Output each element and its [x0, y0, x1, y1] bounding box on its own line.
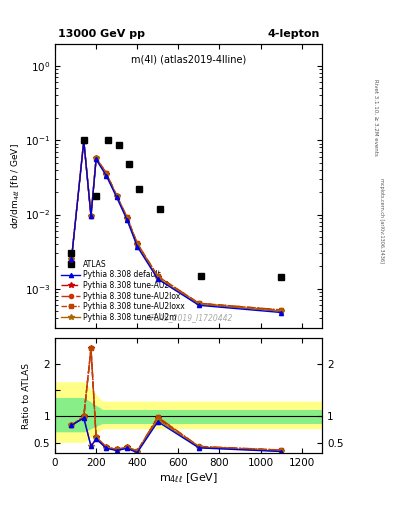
Pythia 8.308 tune-AU2 — [81, 137, 86, 143]
Text: 13000 GeV pp: 13000 GeV pp — [58, 29, 145, 39]
Pythia 8.308 default — [104, 173, 109, 179]
Text: m(4l) (atlas2019-4lline): m(4l) (atlas2019-4lline) — [131, 55, 246, 65]
Line: Pythia 8.308 tune-AU2loxx: Pythia 8.308 tune-AU2loxx — [70, 138, 283, 312]
Pythia 8.308 tune-AU2lox — [89, 213, 94, 219]
Text: mcplots.cern.ch [arXiv:1306.3436]: mcplots.cern.ch [arXiv:1306.3436] — [379, 178, 384, 263]
Pythia 8.308 tune-AU2loxx — [196, 300, 201, 306]
Pythia 8.308 tune-AU2 — [89, 213, 94, 219]
Y-axis label: Ratio to ATLAS: Ratio to ATLAS — [22, 362, 31, 429]
ATLAS — [69, 250, 74, 257]
ATLAS — [158, 205, 162, 211]
Pythia 8.308 default — [89, 213, 94, 219]
ATLAS — [106, 137, 111, 143]
X-axis label: m$_{4\ell\ell}$ [GeV]: m$_{4\ell\ell}$ [GeV] — [159, 471, 218, 484]
Line: Pythia 8.308 default: Pythia 8.308 default — [70, 139, 283, 314]
Text: ATLAS_2019_I1720442: ATLAS_2019_I1720442 — [145, 313, 232, 322]
Pythia 8.308 tune-AU2m — [81, 138, 86, 144]
ATLAS — [198, 273, 203, 279]
Pythia 8.308 tune-AU2lox — [279, 307, 283, 313]
Pythia 8.308 tune-AU2loxx — [279, 307, 283, 313]
ATLAS — [137, 186, 141, 192]
Y-axis label: d$\sigma$/dm$_{4\ell\ell}$ [fb / GeV]: d$\sigma$/dm$_{4\ell\ell}$ [fb / GeV] — [9, 143, 22, 228]
Pythia 8.308 tune-AU2 — [94, 155, 99, 161]
Pythia 8.308 tune-AU2lox — [94, 155, 99, 161]
Pythia 8.308 tune-AU2m — [156, 275, 160, 281]
Pythia 8.308 tune-AU2 — [196, 301, 201, 307]
Pythia 8.308 tune-AU2loxx — [114, 193, 119, 199]
Pythia 8.308 tune-AU2m — [69, 256, 74, 262]
Pythia 8.308 tune-AU2lox — [125, 214, 129, 220]
Pythia 8.308 tune-AU2lox — [114, 193, 119, 199]
Pythia 8.308 tune-AU2 — [69, 256, 74, 262]
Pythia 8.308 default — [69, 256, 74, 262]
Line: ATLAS: ATLAS — [68, 137, 284, 280]
Pythia 8.308 tune-AU2m — [279, 308, 283, 314]
Pythia 8.308 tune-AU2loxx — [89, 213, 94, 219]
Pythia 8.308 tune-AU2loxx — [81, 137, 86, 143]
Pythia 8.308 tune-AU2 — [279, 308, 283, 314]
Pythia 8.308 tune-AU2m — [125, 216, 129, 222]
Pythia 8.308 tune-AU2lox — [69, 256, 74, 262]
Pythia 8.308 tune-AU2 — [156, 274, 160, 280]
Pythia 8.308 tune-AU2lox — [135, 240, 140, 246]
Pythia 8.308 default — [196, 302, 201, 308]
Pythia 8.308 default — [279, 309, 283, 315]
Line: Pythia 8.308 tune-AU2m: Pythia 8.308 tune-AU2m — [69, 138, 284, 314]
ATLAS — [94, 193, 99, 199]
Pythia 8.308 tune-AU2lox — [81, 137, 86, 143]
Pythia 8.308 tune-AU2 — [114, 193, 119, 199]
Line: Pythia 8.308 tune-AU2: Pythia 8.308 tune-AU2 — [69, 137, 284, 313]
Pythia 8.308 default — [125, 217, 129, 223]
Pythia 8.308 tune-AU2loxx — [125, 214, 129, 220]
Pythia 8.308 tune-AU2m — [89, 213, 94, 219]
Legend: ATLAS, Pythia 8.308 default, Pythia 8.308 tune-AU2, Pythia 8.308 tune-AU2lox, Py: ATLAS, Pythia 8.308 default, Pythia 8.30… — [59, 258, 187, 324]
Text: Rivet 3.1.10, ≥ 3.2M events: Rivet 3.1.10, ≥ 3.2M events — [373, 79, 378, 156]
Pythia 8.308 default — [156, 276, 160, 282]
Pythia 8.308 tune-AU2m — [135, 242, 140, 248]
Pythia 8.308 tune-AU2 — [135, 241, 140, 247]
Pythia 8.308 tune-AU2loxx — [104, 170, 109, 176]
Text: 4-lepton: 4-lepton — [267, 29, 320, 39]
Pythia 8.308 tune-AU2loxx — [94, 155, 99, 161]
Pythia 8.308 tune-AU2loxx — [156, 273, 160, 279]
Pythia 8.308 tune-AU2lox — [196, 300, 201, 306]
ATLAS — [127, 161, 131, 167]
Pythia 8.308 tune-AU2 — [125, 215, 129, 221]
Pythia 8.308 tune-AU2m — [114, 194, 119, 200]
Pythia 8.308 default — [81, 138, 86, 144]
Pythia 8.308 tune-AU2 — [104, 171, 109, 177]
Pythia 8.308 tune-AU2m — [104, 172, 109, 178]
Pythia 8.308 default — [135, 244, 140, 250]
ATLAS — [81, 137, 86, 143]
Pythia 8.308 default — [114, 195, 119, 201]
Line: Pythia 8.308 tune-AU2lox: Pythia 8.308 tune-AU2lox — [70, 138, 283, 312]
Pythia 8.308 tune-AU2lox — [156, 273, 160, 279]
Pythia 8.308 tune-AU2m — [196, 301, 201, 307]
ATLAS — [116, 142, 121, 148]
Pythia 8.308 tune-AU2loxx — [135, 240, 140, 246]
Pythia 8.308 tune-AU2lox — [104, 170, 109, 176]
ATLAS — [279, 274, 283, 280]
Pythia 8.308 tune-AU2m — [94, 155, 99, 161]
Pythia 8.308 default — [94, 157, 99, 163]
Pythia 8.308 tune-AU2loxx — [69, 256, 74, 262]
